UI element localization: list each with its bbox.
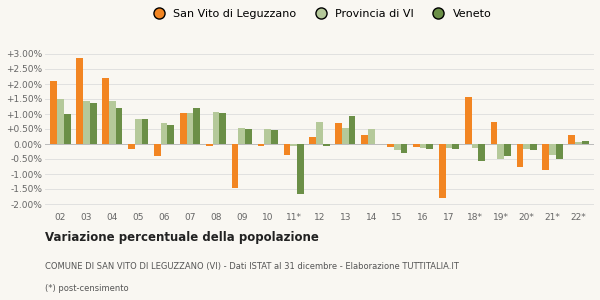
Bar bbox=[517, 144, 523, 167]
Bar bbox=[335, 123, 342, 144]
Bar bbox=[290, 144, 297, 146]
Bar bbox=[387, 144, 394, 147]
Bar bbox=[142, 119, 148, 144]
Bar bbox=[530, 144, 537, 150]
Bar bbox=[478, 144, 485, 160]
Bar bbox=[310, 136, 316, 144]
Bar bbox=[452, 144, 459, 149]
Bar bbox=[135, 118, 142, 144]
Bar bbox=[50, 81, 57, 144]
Bar bbox=[316, 122, 323, 144]
Text: COMUNE DI SAN VITO DI LEGUZZANO (VI) - Dati ISTAT al 31 dicembre - Elaborazione : COMUNE DI SAN VITO DI LEGUZZANO (VI) - D… bbox=[45, 262, 459, 271]
Bar bbox=[439, 144, 446, 198]
Bar bbox=[413, 144, 420, 147]
Bar bbox=[582, 141, 589, 144]
Legend: San Vito di Leguzzano, Provincia di VI, Veneto: San Vito di Leguzzano, Provincia di VI, … bbox=[143, 4, 496, 23]
Bar bbox=[271, 130, 278, 144]
Bar bbox=[187, 112, 193, 144]
Bar bbox=[504, 144, 511, 156]
Bar bbox=[102, 78, 109, 144]
Bar bbox=[154, 144, 161, 156]
Bar bbox=[349, 116, 355, 144]
Bar bbox=[284, 144, 290, 154]
Bar bbox=[245, 129, 252, 144]
Bar bbox=[76, 58, 83, 144]
Bar bbox=[446, 144, 452, 148]
Bar bbox=[361, 135, 368, 144]
Bar bbox=[64, 114, 71, 144]
Text: Variazione percentuale della popolazione: Variazione percentuale della popolazione bbox=[45, 232, 319, 244]
Bar bbox=[238, 128, 245, 144]
Bar bbox=[342, 128, 349, 144]
Bar bbox=[219, 112, 226, 144]
Bar bbox=[232, 144, 238, 188]
Bar bbox=[323, 144, 329, 146]
Bar bbox=[167, 124, 174, 144]
Bar bbox=[90, 103, 97, 144]
Bar bbox=[265, 129, 271, 144]
Bar bbox=[57, 99, 64, 144]
Bar bbox=[472, 144, 478, 148]
Bar bbox=[427, 144, 433, 149]
Text: (*) post-censimento: (*) post-censimento bbox=[45, 284, 128, 293]
Bar bbox=[568, 135, 575, 144]
Bar bbox=[401, 144, 407, 153]
Bar bbox=[193, 108, 200, 144]
Bar bbox=[180, 112, 187, 144]
Bar bbox=[109, 100, 116, 144]
Bar bbox=[465, 98, 472, 144]
Bar bbox=[549, 144, 556, 154]
Bar bbox=[542, 144, 549, 170]
Bar bbox=[497, 144, 504, 159]
Bar bbox=[83, 100, 90, 144]
Bar bbox=[128, 144, 135, 148]
Bar bbox=[556, 144, 563, 159]
Bar bbox=[297, 144, 304, 194]
Bar bbox=[575, 142, 582, 144]
Bar bbox=[257, 144, 265, 146]
Bar bbox=[420, 144, 427, 148]
Bar bbox=[116, 108, 122, 144]
Bar bbox=[394, 144, 401, 150]
Bar bbox=[212, 112, 219, 144]
Bar bbox=[523, 144, 530, 148]
Bar bbox=[491, 122, 497, 144]
Bar bbox=[206, 144, 212, 146]
Bar bbox=[161, 123, 167, 144]
Bar bbox=[368, 129, 374, 144]
